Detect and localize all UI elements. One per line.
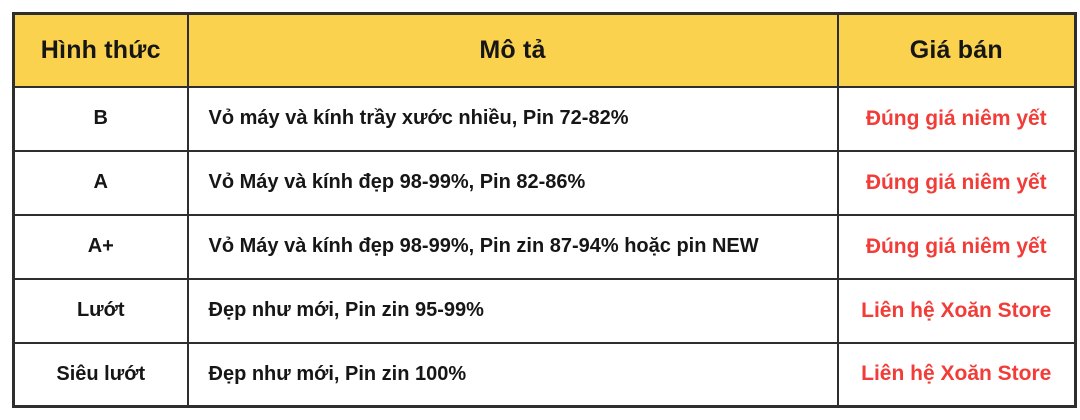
pricing-table-body: B Vỏ máy và kính trầy xước nhiều, Pin 72…	[12, 85, 1077, 408]
cell-description: Vỏ máy và kính trầy xước nhiều, Pin 72-8…	[186, 85, 839, 152]
header-row: Hình thức Mô tả Giá bán	[12, 12, 1077, 88]
cell-price: Đúng giá niêm yết	[836, 149, 1077, 216]
cell-price: Đúng giá niêm yết	[836, 213, 1077, 280]
cell-description: Đẹp như mới, Pin zin 100%	[186, 341, 839, 408]
cell-price: Liên hệ Xoăn Store	[836, 341, 1077, 408]
cell-condition-type: A+	[12, 213, 189, 280]
pricing-table-header: Hình thức Mô tả Giá bán	[12, 12, 1077, 88]
cell-price: Liên hệ Xoăn Store	[836, 277, 1077, 344]
table-row: B Vỏ máy và kính trầy xước nhiều, Pin 72…	[12, 85, 1077, 152]
col-header-price: Giá bán	[836, 12, 1077, 88]
col-header-condition-type: Hình thức	[12, 12, 189, 88]
table-row: A Vỏ Máy và kính đẹp 98-99%, Pin 82-86% …	[12, 149, 1077, 216]
col-header-description: Mô tả	[186, 12, 839, 88]
pricing-table: Hình thức Mô tả Giá bán B Vỏ máy và kính…	[12, 12, 1077, 408]
cell-description: Vỏ Máy và kính đẹp 98-99%, Pin 82-86%	[186, 149, 839, 216]
table-row: Siêu lướt Đẹp như mới, Pin zin 100% Liên…	[12, 341, 1077, 408]
cell-price: Đúng giá niêm yết	[836, 85, 1077, 152]
table-row: Lướt Đẹp như mới, Pin zin 95-99% Liên hệ…	[12, 277, 1077, 344]
cell-description: Vỏ Máy và kính đẹp 98-99%, Pin zin 87-94…	[186, 213, 839, 280]
cell-condition-type: B	[12, 85, 189, 152]
table-row: A+ Vỏ Máy và kính đẹp 98-99%, Pin zin 87…	[12, 213, 1077, 280]
cell-condition-type: A	[12, 149, 189, 216]
cell-condition-type: Lướt	[12, 277, 189, 344]
cell-condition-type: Siêu lướt	[12, 341, 189, 408]
cell-description: Đẹp như mới, Pin zin 95-99%	[186, 277, 839, 344]
